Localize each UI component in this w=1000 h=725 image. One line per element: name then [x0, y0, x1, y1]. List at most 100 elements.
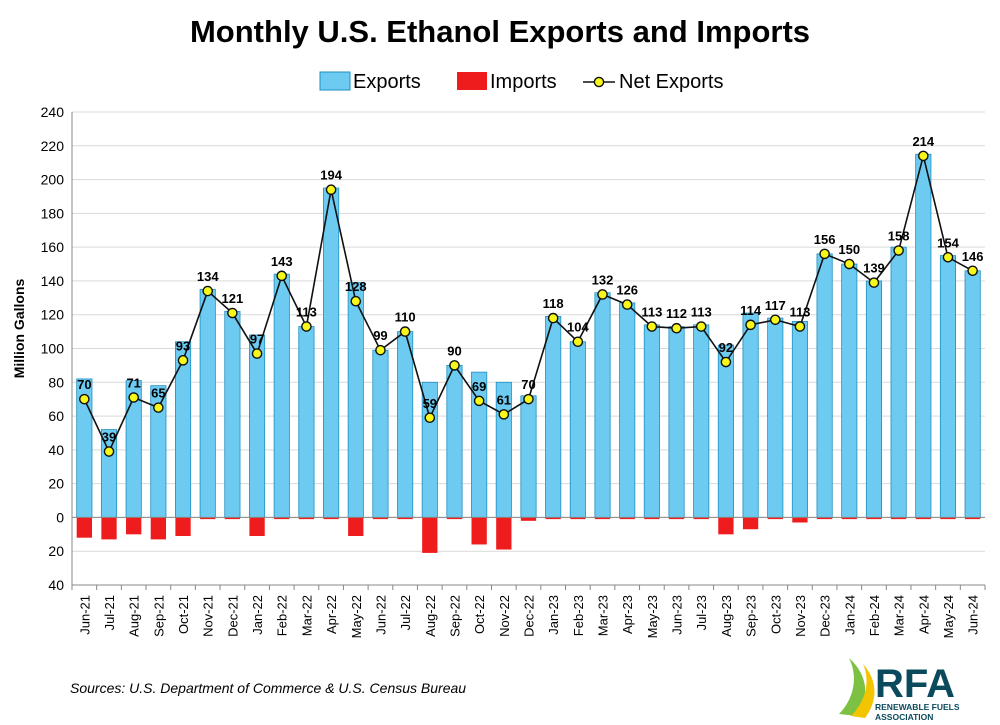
imports-bar: [915, 517, 931, 520]
exports-bar: [668, 326, 685, 518]
exports-bar: [619, 302, 636, 518]
exports-bar: [199, 288, 216, 518]
imports-bar: [841, 517, 857, 520]
y-tick-label: 0: [56, 509, 64, 525]
x-tick-label: Jul-22: [398, 595, 413, 630]
x-tick-label: Jun-23: [670, 595, 685, 635]
imports-bar: [965, 517, 981, 520]
imports-bar: [200, 517, 216, 520]
legend: Exports Imports Net Exports: [319, 71, 723, 93]
y-tick-label: 220: [41, 138, 65, 154]
net-exports-marker: [251, 348, 263, 359]
net-exports-marker: [843, 258, 855, 270]
y-tick-label: 240: [41, 104, 65, 120]
logo-swoosh-green: [839, 658, 866, 716]
net-exports-data-label: 154: [937, 235, 959, 250]
net-exports-marker: [79, 393, 90, 405]
net-exports-marker: [572, 336, 584, 348]
x-tick-label: Mar-22: [299, 595, 314, 636]
net-exports-data-label: 126: [616, 283, 638, 298]
imports-bar: [594, 517, 611, 520]
imports-bar: [545, 517, 561, 520]
imports-bar: [520, 517, 537, 521]
x-tick-label: Apr-22: [324, 595, 339, 634]
x-tick-label: Nov-23: [793, 595, 808, 637]
x-tick-label: Mar-24: [892, 595, 907, 636]
net-exports-marker: [671, 322, 682, 334]
net-exports-marker: [893, 245, 904, 256]
imports-bar: [372, 517, 389, 520]
exports-bar: [520, 395, 537, 518]
net-exports-marker: [794, 321, 806, 332]
x-tick-label: Feb-23: [571, 595, 586, 636]
x-tick-label: Jul-23: [694, 595, 709, 630]
y-tick-label: 20: [48, 543, 64, 559]
y-tick-label: 40: [48, 442, 64, 458]
net-exports-marker: [868, 277, 880, 288]
x-tick-label: Jan-22: [250, 595, 265, 635]
exports-bar: [323, 187, 340, 518]
net-exports-marker: [967, 265, 978, 277]
net-exports-data-label: 134: [197, 269, 219, 284]
x-tick-label: Mar-23: [596, 595, 611, 636]
y-tick-label: 140: [41, 273, 65, 289]
y-tick-label: 60: [48, 408, 64, 424]
legend-exports-swatch: [319, 71, 351, 91]
net-exports-data-label: 139: [863, 261, 885, 276]
net-exports-data-label: 104: [567, 320, 589, 335]
legend-imports-swatch: [457, 72, 487, 90]
net-exports-marker: [918, 150, 929, 162]
imports-bar: [816, 517, 833, 520]
legend-net-label: Net Exports: [619, 71, 723, 93]
exports-bar: [372, 349, 389, 518]
imports-bar: [323, 517, 339, 520]
imports-bar: [249, 517, 265, 537]
net-exports-data-label: 112: [666, 306, 687, 321]
logo-text: RFA: [875, 662, 955, 706]
net-exports-marker: [769, 314, 781, 326]
net-exports-data-label: 114: [740, 303, 762, 318]
exports-bar: [273, 273, 290, 518]
imports-bar: [570, 517, 586, 520]
exports-bar: [569, 341, 586, 518]
net-exports-data-label: 99: [373, 328, 387, 343]
logo-swoosh-yellow: [851, 664, 875, 718]
net-exports-marker: [621, 299, 633, 310]
x-tick-label: Aug-22: [423, 595, 438, 637]
bars: [76, 153, 981, 553]
net-exports-marker: [424, 412, 436, 424]
imports-bar: [742, 517, 759, 530]
net-exports-marker: [720, 356, 732, 368]
x-tick-label: Sep-22: [447, 595, 462, 637]
net-exports-data-label: 39: [102, 430, 116, 445]
x-tick-label: May-24: [941, 595, 956, 638]
rfa-logo: RFA RENEWABLE FUELS ASSOCIATION: [839, 658, 960, 722]
x-tick-label: May-22: [349, 595, 364, 638]
x-tick-label: Apr-23: [620, 595, 635, 634]
exports-bar: [964, 270, 981, 518]
exports-bar: [791, 321, 808, 518]
x-tick-label: Oct-23: [768, 595, 783, 634]
net-exports-data-label: 90: [447, 343, 461, 358]
exports-bar: [545, 316, 562, 518]
x-tick-label: Jun-22: [373, 595, 388, 635]
x-tick-label: Apr-24: [916, 595, 931, 634]
net-exports-data-label: 150: [838, 242, 860, 257]
imports-bar: [940, 517, 956, 520]
imports-bar: [792, 517, 808, 523]
imports-bar: [397, 517, 413, 520]
exports-bar: [224, 310, 241, 518]
exports-bar: [841, 263, 858, 518]
net-exports-data-label: 117: [765, 298, 786, 313]
net-exports-data-label: 70: [77, 377, 91, 392]
imports-bar: [150, 517, 167, 540]
exports-bar: [767, 317, 784, 518]
net-exports-marker: [745, 319, 756, 331]
x-tick-label: Jun-21: [77, 595, 92, 635]
net-exports-marker: [227, 307, 238, 319]
exports-bar: [594, 292, 611, 518]
net-exports-marker: [375, 344, 386, 356]
exports-bar: [816, 253, 833, 518]
